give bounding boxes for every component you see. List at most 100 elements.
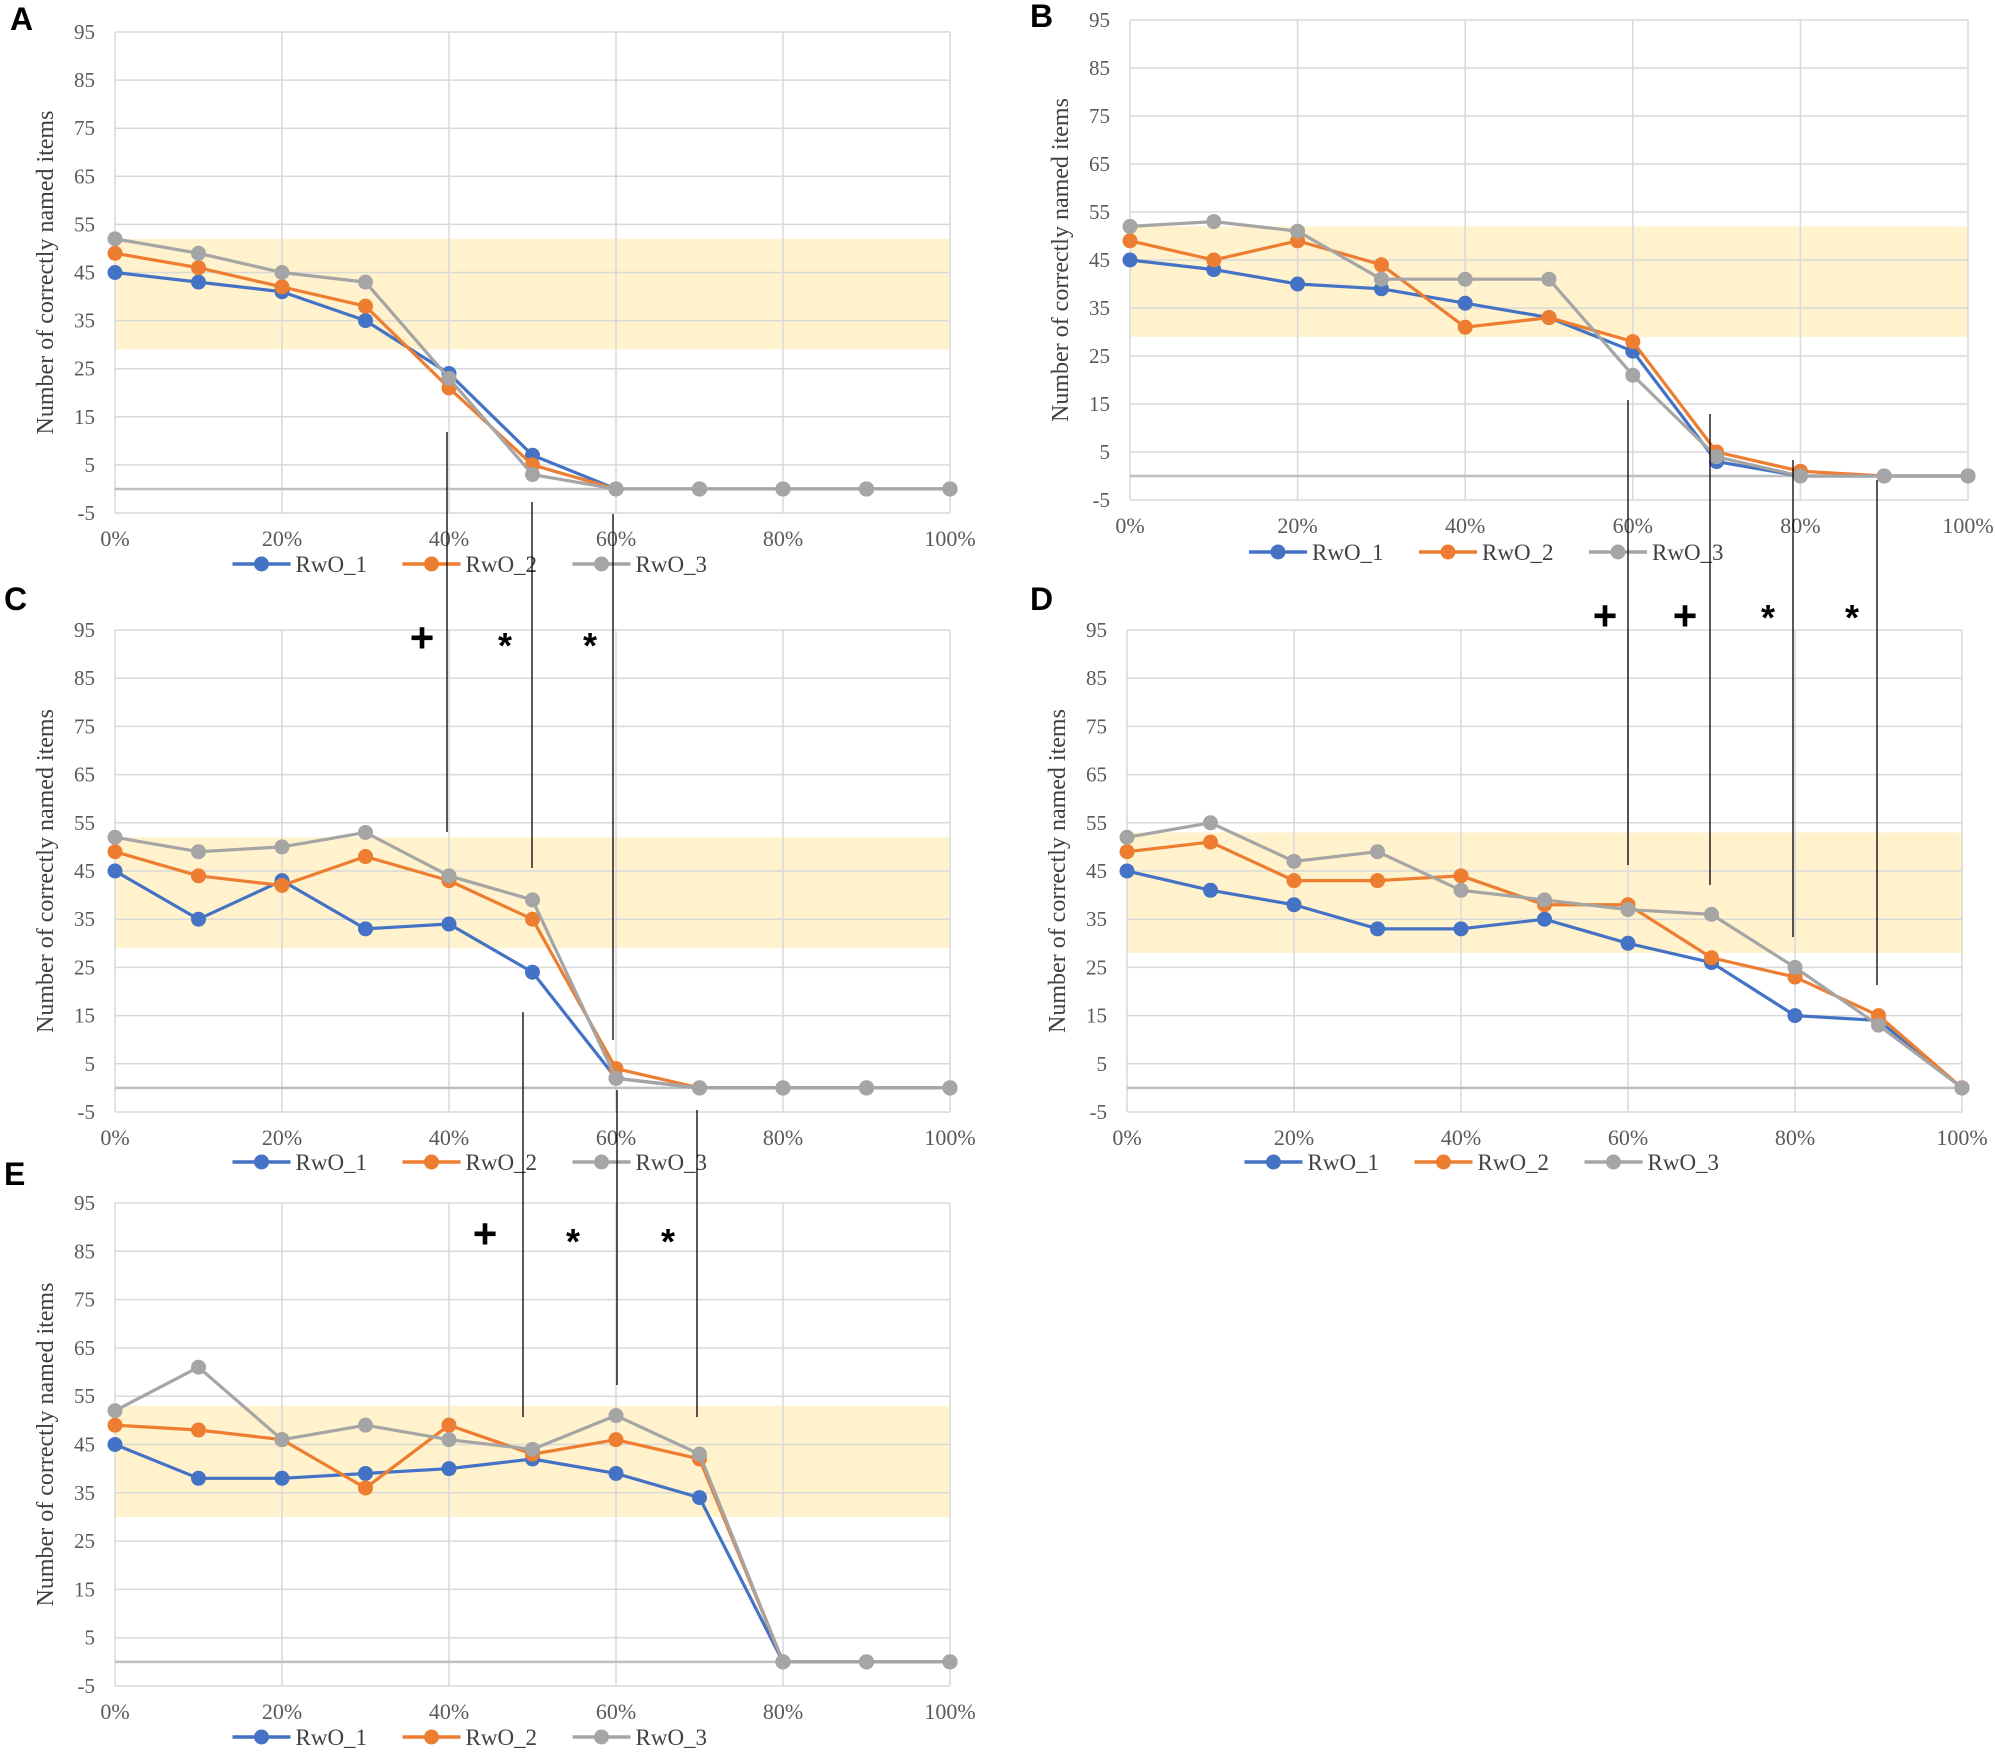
y-tick-label: 75 bbox=[1089, 104, 1110, 128]
significance-plus-marker: + bbox=[1673, 592, 1698, 639]
legend-marker bbox=[254, 556, 269, 572]
legend-marker bbox=[254, 1154, 269, 1170]
legend-marker bbox=[1436, 1154, 1451, 1170]
y-tick-label: 95 bbox=[74, 20, 95, 44]
significance-asterisk-marker: * bbox=[566, 1221, 580, 1262]
legend-label: RwO_3 bbox=[1652, 540, 1724, 565]
data-point bbox=[608, 481, 624, 497]
x-tick-label: 20% bbox=[262, 1125, 302, 1150]
significance-plus-marker: + bbox=[1593, 592, 1618, 639]
x-tick-label: 60% bbox=[596, 1125, 636, 1150]
chart-panel-c: 95 85 75 65 55 45 35 25 15 5 -50% 20% 40% 60% 80% 100% N… bbox=[4, 581, 976, 1175]
data-point bbox=[274, 839, 290, 855]
data-point bbox=[358, 1417, 373, 1433]
y-tick-label: 65 bbox=[74, 763, 95, 787]
y-tick-label: 65 bbox=[74, 1336, 95, 1360]
data-point bbox=[107, 265, 123, 280]
legend-label: RwO_3 bbox=[636, 1150, 708, 1175]
data-point bbox=[1206, 214, 1222, 230]
x-tick-label: 40% bbox=[429, 1125, 469, 1150]
y-tick-label: 35 bbox=[74, 1481, 95, 1505]
series-rwo-3 bbox=[1122, 214, 1976, 484]
y-tick-label: 75 bbox=[1086, 714, 1107, 738]
y-axis-title: Number of correctly named items bbox=[1045, 709, 1071, 1033]
data-point bbox=[107, 863, 123, 879]
data-point bbox=[107, 1403, 123, 1419]
x-tick-label: 40% bbox=[1445, 513, 1485, 538]
y-axis-title: Number of correctly named items bbox=[33, 709, 59, 1033]
y-tick-label: 35 bbox=[74, 309, 95, 333]
y-tick-label: 25 bbox=[1086, 955, 1107, 979]
y-tick-label: 65 bbox=[74, 164, 95, 188]
legend-marker bbox=[424, 556, 439, 572]
legend-marker bbox=[1610, 544, 1626, 560]
y-tick-label: 15 bbox=[1086, 1004, 1107, 1028]
y-tick-label: 55 bbox=[1086, 811, 1107, 835]
x-tick-label: 60% bbox=[1608, 1125, 1648, 1150]
y-tick-label: 5 bbox=[85, 1052, 96, 1076]
x-tick-label: 80% bbox=[1780, 513, 1820, 538]
y-tick-label: 55 bbox=[74, 212, 95, 236]
legend-label: RwO_1 bbox=[1312, 540, 1384, 565]
data-point bbox=[107, 829, 123, 845]
legend-label: RwO_1 bbox=[296, 1150, 368, 1175]
x-tick-label: 20% bbox=[262, 1699, 302, 1724]
x-tick-label: 0% bbox=[100, 1699, 129, 1724]
data-point bbox=[1871, 1017, 1886, 1033]
y-tick-label: 85 bbox=[74, 666, 95, 690]
panel-letter: D bbox=[1030, 581, 1053, 617]
panel-letter: A bbox=[10, 1, 33, 37]
data-point bbox=[942, 481, 958, 497]
legend-marker bbox=[424, 1729, 439, 1745]
x-tick-label: 100% bbox=[924, 1699, 975, 1724]
data-point bbox=[1122, 252, 1138, 268]
series-rwo-3 bbox=[107, 1359, 958, 1670]
y-tick-label: 65 bbox=[1089, 152, 1110, 176]
data-point bbox=[1290, 223, 1306, 239]
x-tick-label: 80% bbox=[763, 526, 803, 551]
data-point bbox=[608, 1070, 624, 1086]
data-point bbox=[1453, 882, 1469, 898]
y-axis-title: Number of correctly named items bbox=[33, 111, 59, 435]
data-point bbox=[1203, 815, 1218, 831]
significance-asterisk-marker: * bbox=[661, 1221, 675, 1262]
data-point bbox=[441, 370, 457, 386]
data-point bbox=[441, 916, 457, 932]
x-tick-label: 20% bbox=[1274, 1125, 1314, 1150]
y-tick-label: 55 bbox=[74, 811, 95, 835]
x-tick-label: 100% bbox=[1936, 1125, 1987, 1150]
data-point bbox=[274, 1432, 290, 1448]
y-tick-label: 85 bbox=[74, 1239, 95, 1263]
legend-marker bbox=[424, 1154, 439, 1170]
data-point bbox=[1704, 950, 1719, 966]
significance-annotations: + * * + + * * + * * bbox=[410, 400, 1878, 1417]
x-tick-label: 20% bbox=[1277, 513, 1317, 538]
data-point bbox=[1453, 921, 1469, 937]
x-tick-label: 80% bbox=[763, 1125, 803, 1150]
data-point bbox=[107, 245, 123, 261]
y-tick-label: 25 bbox=[74, 1529, 95, 1553]
data-point bbox=[274, 265, 290, 280]
y-tick-label: 95 bbox=[1089, 8, 1110, 32]
y-tick-label: 75 bbox=[74, 714, 95, 738]
data-point bbox=[608, 1465, 624, 1481]
y-tick-label: 35 bbox=[1089, 296, 1110, 320]
reference-band bbox=[115, 238, 950, 350]
data-point bbox=[358, 274, 373, 290]
data-point bbox=[191, 911, 206, 927]
panel-letter: E bbox=[4, 1156, 25, 1192]
data-point bbox=[1960, 468, 1976, 484]
significance-plus-marker: + bbox=[473, 1210, 498, 1257]
legend-marker bbox=[1440, 544, 1456, 560]
y-tick-label: -5 bbox=[1093, 488, 1111, 512]
y-tick-label: 75 bbox=[74, 116, 95, 140]
data-point bbox=[1203, 834, 1218, 850]
panel-letter: B bbox=[1030, 0, 1053, 34]
data-point bbox=[274, 877, 290, 893]
series-rwo-3 bbox=[107, 231, 958, 497]
legend-marker bbox=[254, 1729, 269, 1745]
data-point bbox=[358, 921, 373, 937]
y-tick-label: 5 bbox=[1097, 1052, 1108, 1076]
y-tick-label: -5 bbox=[78, 1674, 96, 1698]
y-tick-label: 55 bbox=[74, 1384, 95, 1408]
